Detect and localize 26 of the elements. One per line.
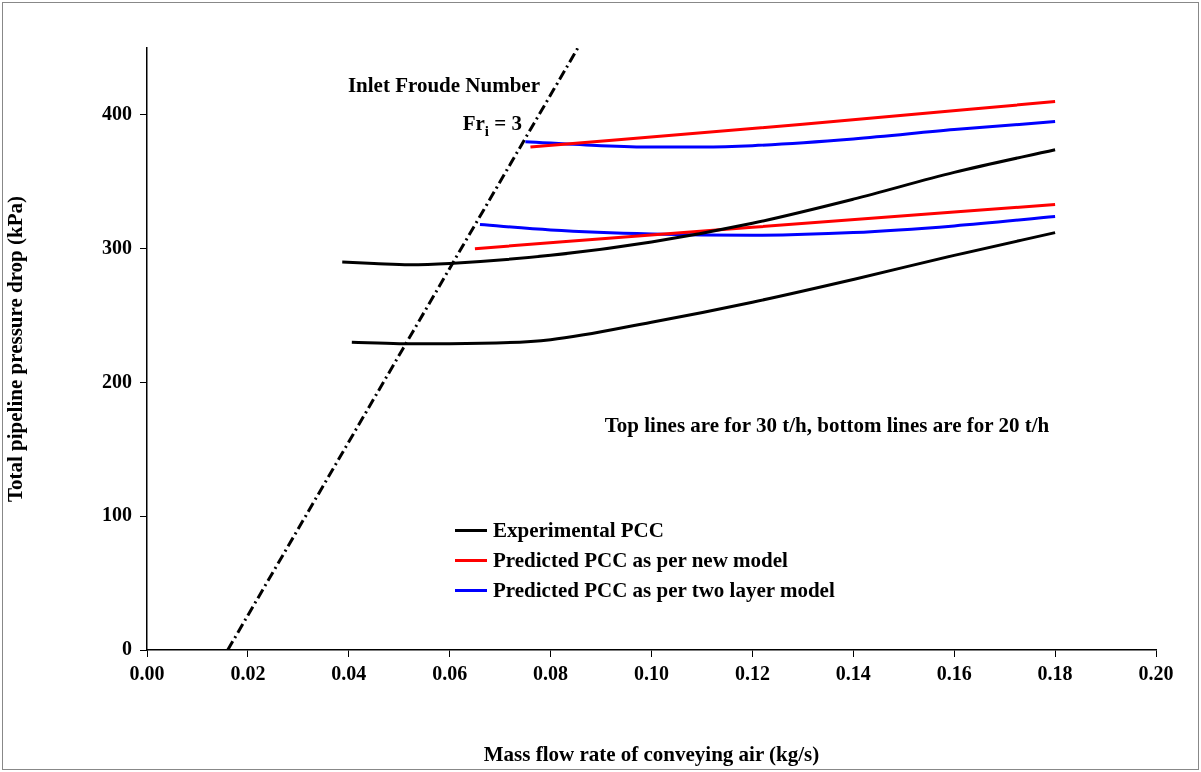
x-tick-label: 0.06 [432, 662, 468, 685]
y-axis-title: Total pipeline pressure drop (kPa) [3, 195, 28, 503]
y-tick-label: 200 [102, 369, 132, 392]
line-series [478, 215, 1057, 237]
x-tick-label: 0.18 [1037, 662, 1073, 685]
y-tick-label: 400 [102, 102, 132, 125]
legend-label: Predicted PCC as per new model [492, 546, 789, 574]
x-tick-label: 0.00 [129, 662, 165, 685]
x-tick-label: 0.14 [835, 662, 871, 685]
x-tick-label: 0.12 [734, 662, 770, 685]
x-tick-label: 0.10 [634, 662, 669, 685]
y-tick-label: 300 [102, 235, 132, 258]
line-series [350, 231, 1057, 346]
annotation: Top lines are for 30 t/h, bottom lines are for 20 t/h [604, 413, 1050, 437]
x-tick-label: 0.16 [936, 662, 972, 685]
legend-label: Experimental PCC [492, 516, 665, 544]
x-tick-label: 0.04 [331, 662, 367, 685]
annotation: Inlet Froude Number [347, 73, 540, 97]
x-tick-label: 0.20 [1138, 662, 1174, 685]
legend-label: Predicted PCC as per two layer model [492, 576, 835, 604]
y-tick-label: 100 [102, 503, 132, 526]
x-tick-label: 0.02 [230, 662, 266, 685]
x-axis-title: Mass flow rate of conveying air (kg/s) [483, 741, 820, 766]
y-tick-label: 0 [122, 637, 132, 660]
line-series [523, 120, 1057, 149]
x-tick-label: 0.08 [533, 662, 569, 685]
